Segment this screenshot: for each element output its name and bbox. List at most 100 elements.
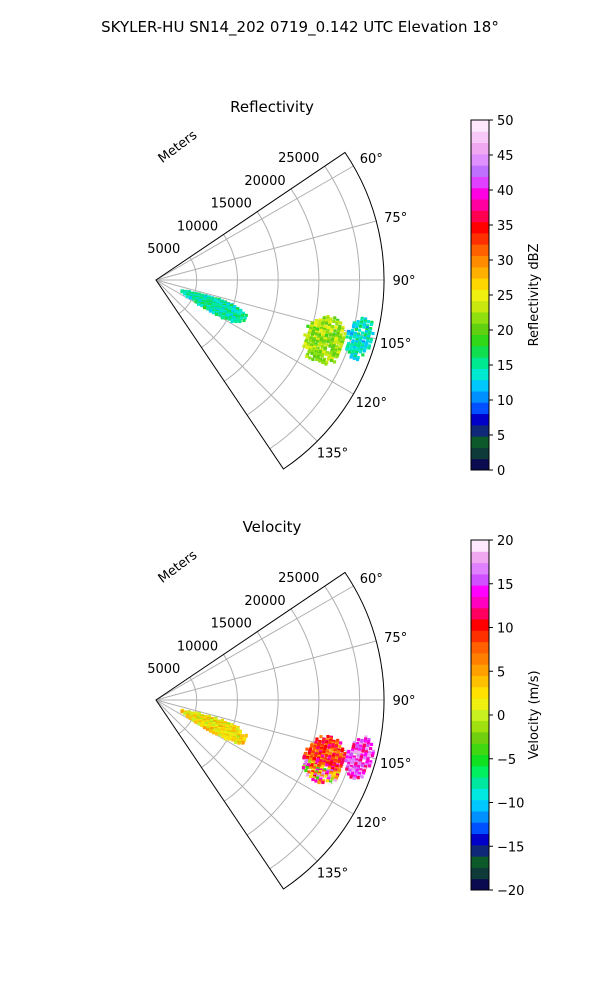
radar-gate [327,355,331,360]
radar-gate [322,331,326,335]
radar-gate [363,739,367,743]
radar-gate [365,326,369,330]
radar-gate [369,322,374,327]
radar-gate [349,344,353,349]
radar-gate [361,771,366,775]
radar-gate [358,744,363,748]
radar-gate [358,339,362,343]
radar-gate [338,336,342,340]
range-ring [269,585,361,870]
radar-gate [367,346,371,350]
radar-gate [354,772,358,777]
azimuth-tick-label: 105° [380,337,411,352]
radar-gate [365,761,369,765]
radar-gate [336,341,340,345]
radar-gate [240,315,244,319]
radar-gate [324,744,328,749]
radar-gate [188,716,192,720]
radar-gate [327,767,331,772]
radar-gate [325,332,329,336]
colorbar-swatch [471,413,489,426]
colorbar-swatch [471,619,489,631]
radar-gate [334,325,338,329]
radar-gate [328,740,332,744]
radar-gate [307,751,311,755]
radar-gate [347,760,351,764]
radar-gate [352,323,356,327]
radar-gate [329,762,333,767]
radar-gate [366,320,371,324]
colorbar-swatch [471,424,489,437]
radar-gate [337,339,341,344]
radar-gate [304,768,308,773]
radar-gate [371,751,375,756]
radar-gate [314,753,318,758]
radar-gate [339,754,343,758]
colorbar-swatch [471,720,489,733]
radar-gate [330,769,334,773]
radar-gate [366,337,370,341]
radar-gate [244,734,248,738]
radar-gate [329,342,333,347]
radar-gate [371,331,375,336]
radar-gate [366,742,370,746]
radar-gate [224,316,228,320]
colorbar-swatch [471,856,489,868]
radar-gate [363,321,367,325]
radar-gate [364,765,368,769]
radar-gate [350,750,354,754]
radar-gate [321,780,325,785]
radar-gate [328,774,332,778]
radar-gate [327,766,331,770]
radar-gate [361,747,366,751]
radar-gate [330,748,334,752]
radar-gate [356,322,360,326]
radar-gate [330,349,334,353]
radar-gate [323,757,327,761]
radar-gate [352,776,356,780]
radar-gate [330,337,335,341]
radar-gate [218,313,222,317]
echo-layer [180,289,375,366]
colorbar-swatch [471,551,489,564]
radar-gate [338,324,342,329]
radar-gate [191,718,195,722]
radar-gate [322,315,326,320]
radar-gate [362,745,366,749]
colorbar-tick-label: 15 [497,578,514,593]
radar-gate [352,347,356,352]
radar-gate [335,740,339,744]
radar-gate [324,321,329,325]
radar-gate [358,770,362,774]
radar-gate [353,333,357,337]
radar-gate [329,358,333,363]
radar-gate [240,734,244,738]
radar-gate [328,333,332,337]
radar-gate [324,774,328,778]
radar-gate [326,777,330,781]
colorbar-swatch [471,153,489,166]
radar-gate [200,303,204,308]
radar-gate [323,768,327,772]
radar-gate [321,740,325,744]
radar-gate [351,759,355,763]
radar-gate [329,770,333,774]
radar-gate [325,771,329,775]
colorbar-swatch [471,221,489,234]
radar-gate [335,345,339,349]
radar-gate [352,757,356,761]
radar-gate [224,737,228,741]
radar-gate [324,362,328,366]
sector-frame [155,571,385,890]
radar-gate [328,352,333,356]
radar-gate [359,337,363,341]
azimuth-tick-label: 120° [356,396,387,411]
radar-gate [340,749,344,753]
radar-gate [368,746,373,751]
radar-gate [332,344,336,348]
radar-gate [367,344,372,348]
radar-gate [336,330,340,334]
radar-gate [358,350,362,354]
radar-gate [369,742,374,747]
colorbar-tick-label: 10 [497,622,514,637]
